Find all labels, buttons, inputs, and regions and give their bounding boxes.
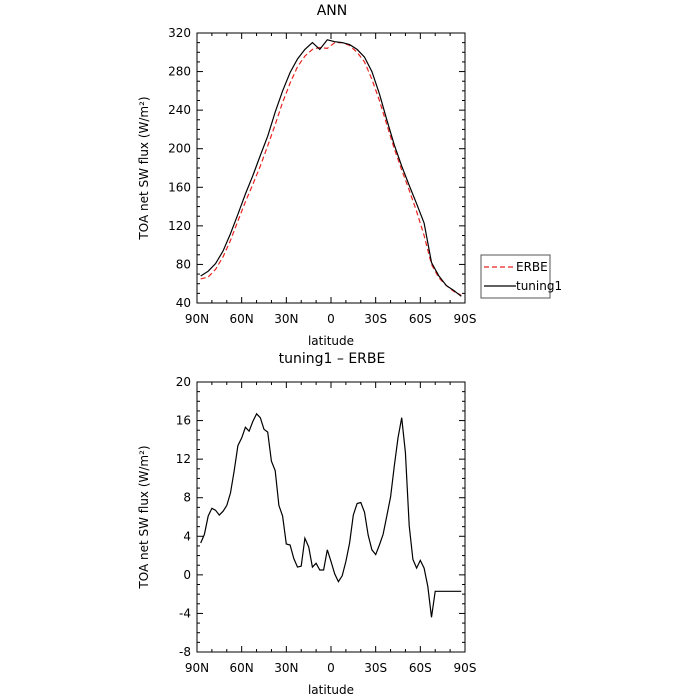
legend-label-tuning1: tuning1	[516, 279, 562, 293]
y-tick-label: 280	[168, 65, 191, 79]
legend-label-erbe: ERBE	[516, 260, 548, 274]
y-tick-label: 320	[168, 26, 191, 40]
y-tick-label: 40	[176, 296, 191, 310]
x-tick-label: 0	[327, 312, 335, 326]
panel-title-difference: tuning1 – ERBE	[279, 351, 386, 367]
x-tick-label: 0	[327, 661, 335, 675]
legend: ERBE tuning1	[480, 254, 562, 299]
y-tick-label: 240	[168, 103, 191, 117]
x-axis-title-ann: latitude	[308, 334, 354, 348]
x-tick-label: 60S	[409, 312, 432, 326]
y-tick-label: 12	[176, 452, 191, 466]
plot-area-ann	[200, 39, 462, 297]
x-axis-difference: 90N 60N 30N 0 30S 60S 90S	[185, 382, 477, 675]
y-tick-label: 80	[176, 257, 191, 271]
plot-area-difference	[200, 412, 462, 618]
panel-title-ann: ANN	[317, 3, 348, 19]
x-axis-ann: 90N 60N 30N 0 30S 60S 90S	[185, 33, 477, 326]
x-tick-label: 30N	[274, 312, 298, 326]
y-tick-label: -8	[179, 645, 191, 659]
x-axis-title-difference: latitude	[308, 683, 354, 697]
series-line-difference	[200, 412, 462, 618]
series-line-erbe	[200, 41, 462, 296]
y-axis-title-difference: TOA net SW flux (W/m²)	[137, 445, 151, 589]
y-axis-title-ann: TOA net SW flux (W/m²)	[137, 96, 151, 240]
panel-difference: tuning1 – ERBE -8 -4 0 4 8 12 16 20 90N 60N 30N 0 3…	[137, 351, 476, 697]
panel-ann: ANN 40 80 120 160 200 240 280 320 90N 60N 30N 0 30S…	[137, 3, 476, 348]
plot-frame-difference	[196, 381, 466, 653]
y-tick-label: 120	[168, 219, 191, 233]
y-tick-label: 160	[168, 180, 191, 194]
y-tick-label: 20	[176, 375, 191, 389]
x-tick-label: 90S	[454, 661, 477, 675]
y-tick-label: 4	[183, 529, 191, 543]
y-axis-difference: -8 -4 0 4 8 12 16 20	[176, 375, 465, 659]
x-tick-label: 90N	[185, 661, 209, 675]
x-tick-label: 30S	[364, 661, 387, 675]
legend-box	[480, 254, 551, 299]
series-line-tuning1	[200, 39, 462, 297]
y-tick-label: 8	[183, 491, 191, 505]
x-tick-label: 60S	[409, 661, 432, 675]
y-axis-ann: 40 80 120 160 200 240 280 320	[168, 26, 465, 310]
x-tick-label: 60N	[230, 661, 254, 675]
x-tick-label: 30N	[274, 661, 298, 675]
x-tick-label: 90S	[454, 312, 477, 326]
plot-frame-ann	[196, 32, 466, 304]
x-tick-label: 90N	[185, 312, 209, 326]
y-tick-label: 16	[176, 414, 191, 428]
y-tick-label: 200	[168, 142, 191, 156]
x-tick-label: 60N	[230, 312, 254, 326]
x-tick-label: 30S	[364, 312, 387, 326]
y-tick-label: 0	[183, 568, 191, 582]
y-tick-label: -4	[179, 606, 191, 620]
